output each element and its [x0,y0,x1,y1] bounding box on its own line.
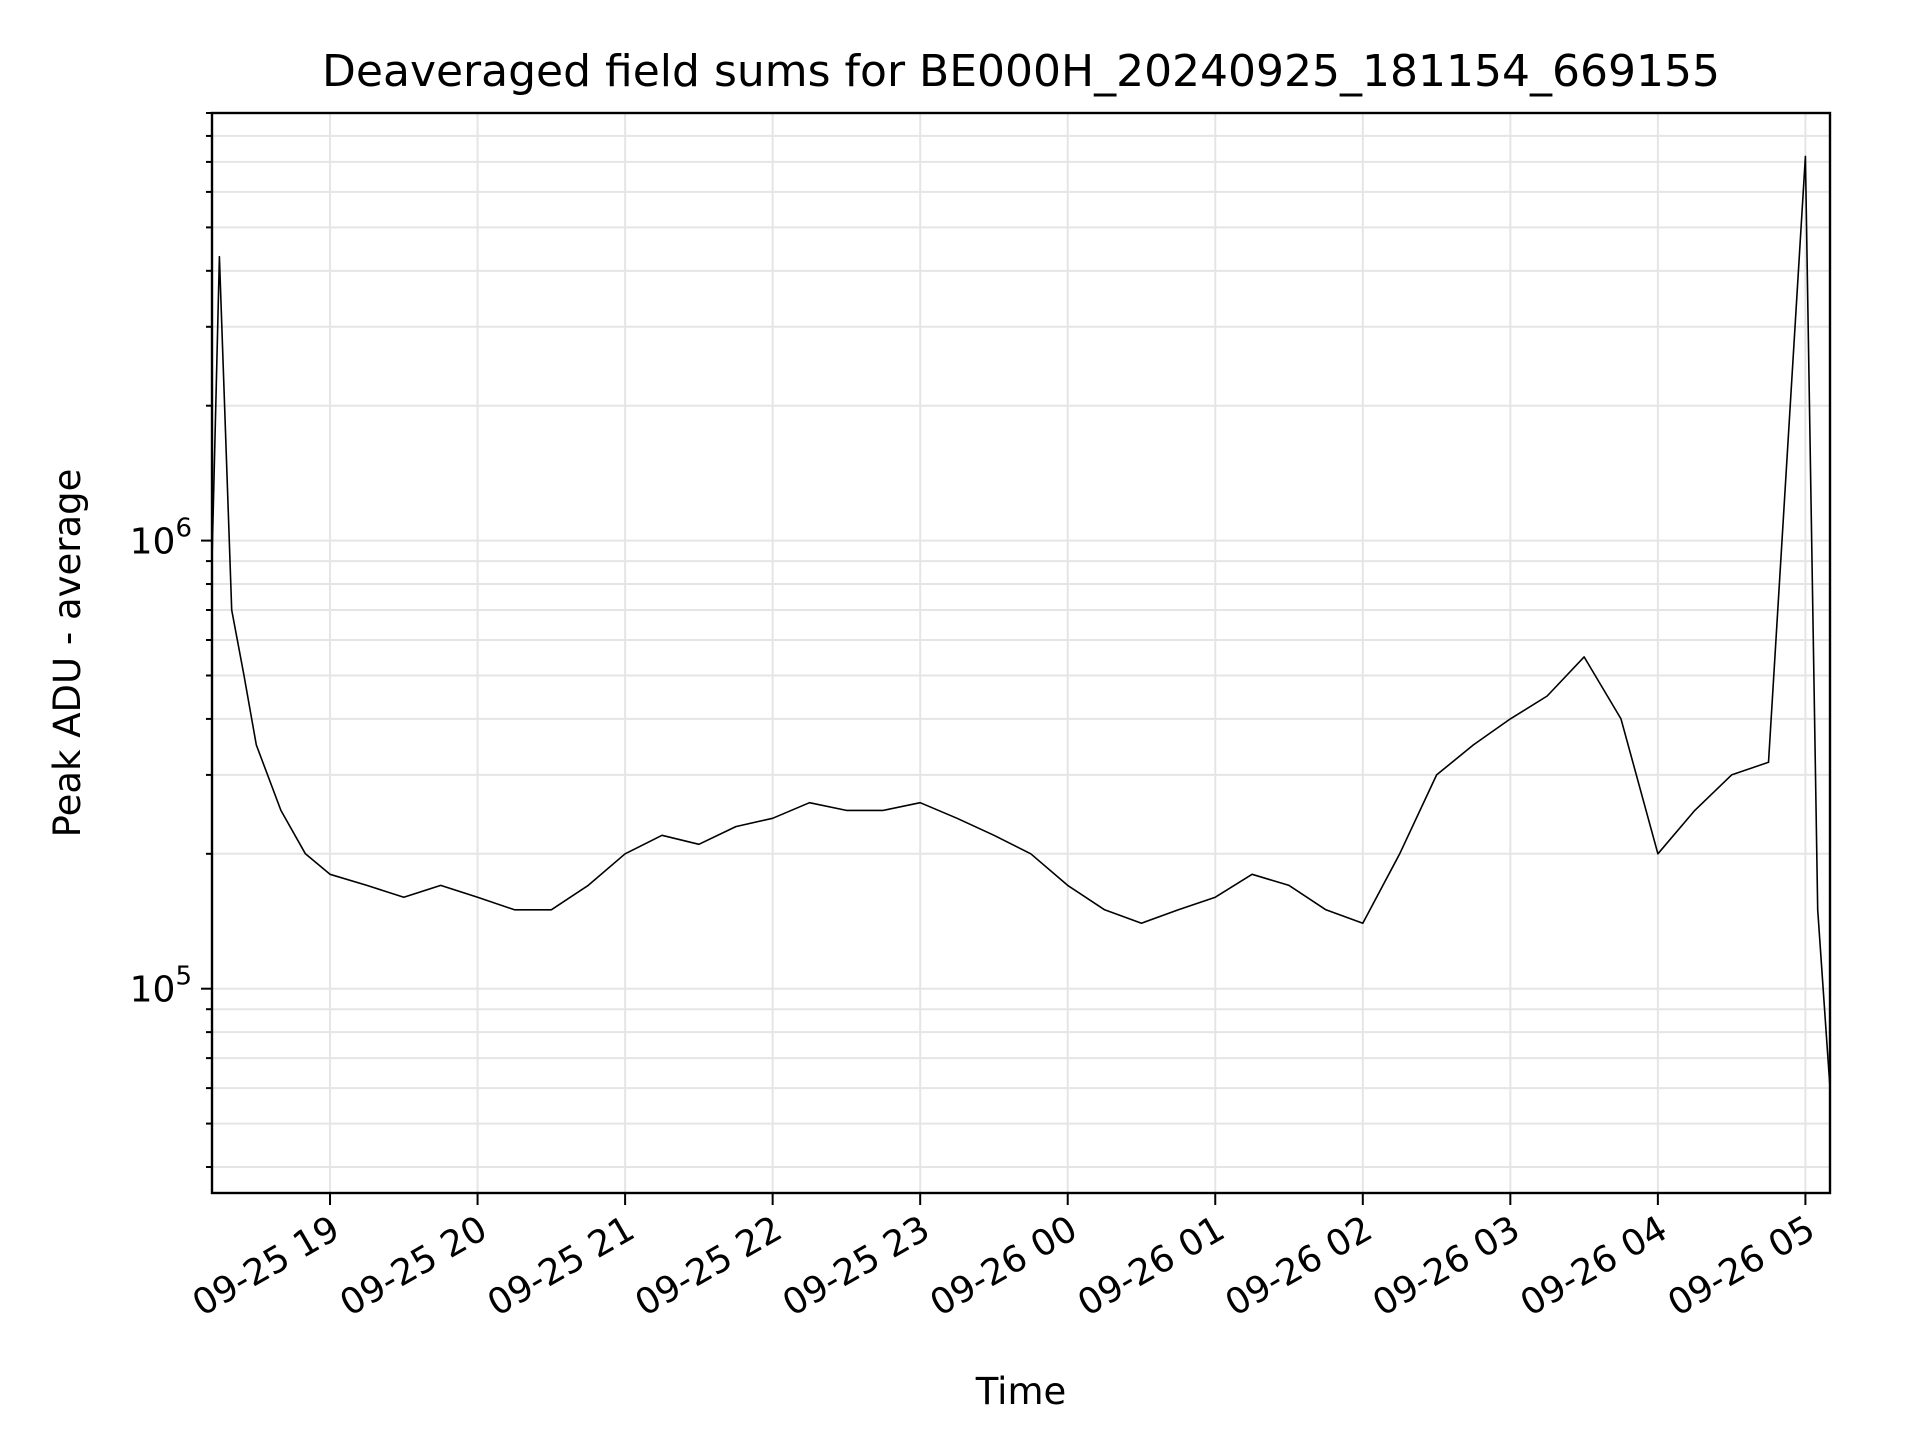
y-tick-label-exponent: 5 [175,962,192,992]
plot-frame [210,111,1832,1195]
y-gridlines [212,112,1830,1169]
y-tick-label-exponent: 6 [175,514,192,544]
y-tick-label-base: 10 [130,970,176,1011]
series-line [212,155,1830,1089]
y-tick-label-base: 10 [130,522,176,563]
x-gridlines [329,113,1807,1193]
y-tick-label: 105 [130,962,192,1011]
chart-title: Deaveraged field sums for BE000H_2024092… [322,46,1720,97]
y-axis-label: Peak ADU - average [46,469,89,838]
series-group [212,155,1830,1089]
y-tick-label: 106 [130,514,192,563]
x-axis-label: Time [975,1370,1067,1413]
